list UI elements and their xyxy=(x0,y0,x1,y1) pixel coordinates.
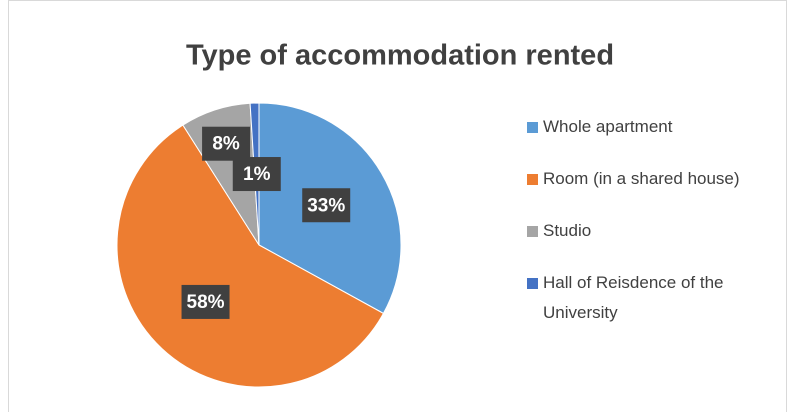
chart-title: Type of accommodation rented xyxy=(186,40,614,72)
pie-slice xyxy=(116,124,385,388)
chart-border xyxy=(8,0,787,412)
legend-swatch xyxy=(527,174,538,185)
legend-entry: Hall of Reisdence of the University xyxy=(527,268,767,328)
data-label: 33% xyxy=(307,195,345,216)
data-label-box xyxy=(202,126,251,161)
legend-label: Room (in a shared house) xyxy=(543,169,740,188)
legend-entry: Studio xyxy=(527,216,767,246)
data-label: 58% xyxy=(187,292,225,313)
legend-label: Studio xyxy=(543,221,592,240)
data-label-box xyxy=(181,284,230,319)
legend-label: Whole apartment xyxy=(543,117,673,136)
legend: Whole apartment Room (in a shared house) S… xyxy=(527,112,767,328)
legend-entry: Whole apartment xyxy=(527,112,767,142)
data-label-box xyxy=(232,157,281,192)
data-label: 1% xyxy=(243,164,271,185)
legend-entry: Room (in a shared house) xyxy=(527,164,767,194)
data-label-box xyxy=(302,188,351,223)
legend-label: Hall of Reisdence of the University xyxy=(543,273,724,322)
legend-swatch xyxy=(527,278,538,289)
legend-swatch xyxy=(527,226,538,237)
data-label: 8% xyxy=(212,134,240,155)
legend-swatch xyxy=(527,122,538,133)
